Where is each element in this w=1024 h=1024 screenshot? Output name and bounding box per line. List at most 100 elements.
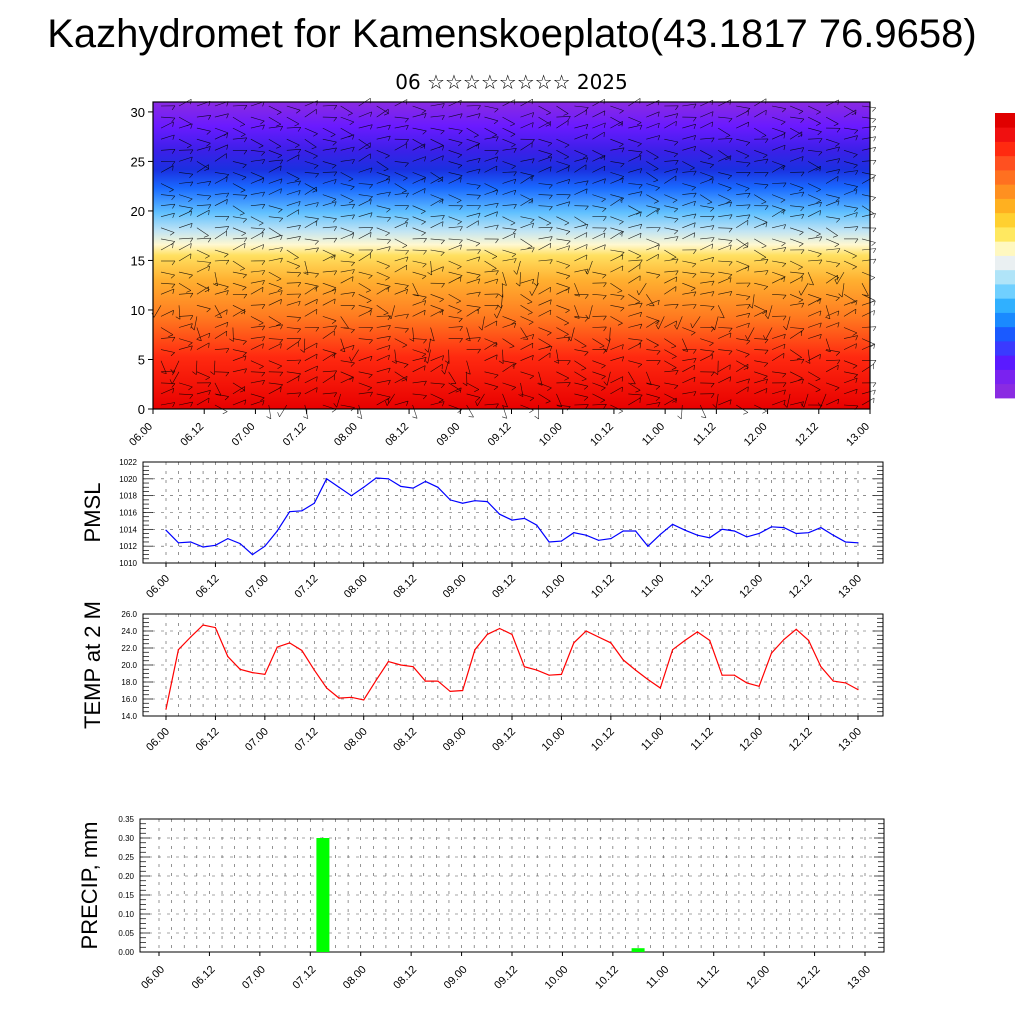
wind-barb-flag: [630, 383, 636, 385]
wind-barb-flag: [574, 316, 580, 319]
wind-barb: [556, 138, 570, 146]
wind-barb-flag: [600, 399, 606, 403]
data-point: [313, 669, 315, 671]
wind-barb: [610, 194, 624, 199]
wind-barb-flag: [332, 165, 337, 169]
wind-barb: [588, 305, 593, 319]
wind-barb: [664, 113, 678, 118]
wind-barb-flag: [567, 179, 571, 185]
wind-barb-flag: [619, 110, 624, 114]
wind-barb-flag: [836, 218, 841, 223]
x-tick-label: 07.12: [292, 726, 320, 754]
wind-barb-flag: [186, 290, 192, 293]
wind-barb-flag: [420, 145, 426, 149]
data-point: [536, 524, 538, 526]
wind-barb: [376, 238, 391, 241]
wind-barb: [448, 349, 450, 364]
wind-barb-flag: [531, 122, 534, 128]
wind-barb-flag: [781, 209, 786, 214]
wind-barb-flag: [675, 168, 678, 174]
wind-barb: [682, 135, 696, 140]
wind-barb-flag: [351, 262, 355, 267]
wind-barb-flag: [497, 304, 502, 309]
wind-barb: [520, 393, 534, 399]
wind-barb: [430, 266, 444, 273]
wind-barb-flag: [171, 260, 176, 266]
wind-barb-flag: [387, 239, 391, 244]
wind-barb-flag: [800, 118, 805, 123]
wind-barb: [214, 393, 229, 397]
wind-barb: [466, 382, 480, 390]
wind-barb: [700, 237, 715, 240]
wind-barb-flag: [513, 148, 517, 153]
wind-barb-flag: [196, 339, 202, 342]
wind-barb-flag: [567, 201, 571, 207]
wind-barb: [232, 349, 247, 353]
wind-barb: [502, 232, 516, 240]
wind-barb: [178, 315, 193, 317]
wind-barb-flag: [242, 218, 247, 223]
wind-barb-flag: [439, 298, 444, 303]
wind-barb: [448, 127, 463, 131]
wind-barb-flag: [332, 218, 337, 223]
data-point: [276, 646, 278, 648]
wind-barb: [304, 282, 319, 287]
wind-barb-flag: [465, 338, 471, 342]
wind-barb: [520, 238, 533, 247]
wind-barb-flag: [298, 236, 301, 241]
wind-barb: [196, 138, 211, 144]
wind-barb-flag: [748, 304, 753, 309]
data-point: [375, 679, 377, 681]
wind-barb: [628, 116, 642, 123]
wind-barb: [358, 382, 372, 388]
wind-barb-flag: [656, 350, 661, 355]
data-point: [672, 649, 674, 651]
wind-barb: [610, 344, 624, 350]
wind-barb: [587, 260, 593, 275]
wind-barb: [700, 291, 715, 295]
wind-barb: [250, 150, 265, 153]
data-point: [721, 674, 723, 676]
data-point: [227, 538, 229, 540]
wind-barb-flag: [765, 222, 768, 228]
wind-barb: [160, 183, 174, 190]
wind-barb-flag: [444, 360, 450, 364]
wind-barb-flag: [477, 143, 480, 149]
wind-barb-flag: [532, 112, 534, 118]
wind-barb-flag: [765, 310, 767, 316]
wind-barb: [502, 363, 515, 373]
wind-barb: [646, 111, 660, 118]
wind-barb-flag: [333, 392, 337, 398]
wind-barb-flag: [391, 360, 397, 364]
wind-barb-flag: [239, 268, 245, 271]
wind-barb: [268, 150, 283, 156]
wind-barb: [556, 305, 570, 311]
wind-barb: [286, 190, 301, 195]
data-point: [239, 668, 241, 670]
wind-barb: [502, 171, 517, 173]
wind-barb: [807, 371, 821, 380]
wind-barb: [466, 158, 481, 162]
wind-barb-flag: [240, 189, 246, 193]
wind-barb: [232, 183, 246, 191]
wind-barb: [322, 270, 337, 273]
wind-barb-flag: [764, 205, 769, 210]
wind-barb-flag: [728, 328, 733, 333]
wind-barb-flag: [294, 123, 300, 127]
wind-barb: [481, 316, 485, 331]
wind-barb-flag: [764, 339, 769, 344]
wind-barb-flag: [603, 404, 607, 409]
wind-barb-flag: [188, 386, 193, 391]
wind-barb: [682, 161, 695, 169]
wind-barb: [502, 393, 508, 408]
wind-barb: [304, 271, 319, 274]
y-tick-label: 0.15: [118, 891, 134, 900]
wind-barb-flag: [747, 122, 750, 128]
wind-barb-flag: [674, 230, 679, 235]
wind-barb: [538, 327, 552, 333]
wind-barb-flag: [513, 232, 516, 238]
wind-barb: [700, 225, 715, 229]
data-point: [610, 642, 612, 644]
wind-barb: [646, 172, 659, 181]
wind-barb: [610, 161, 625, 164]
